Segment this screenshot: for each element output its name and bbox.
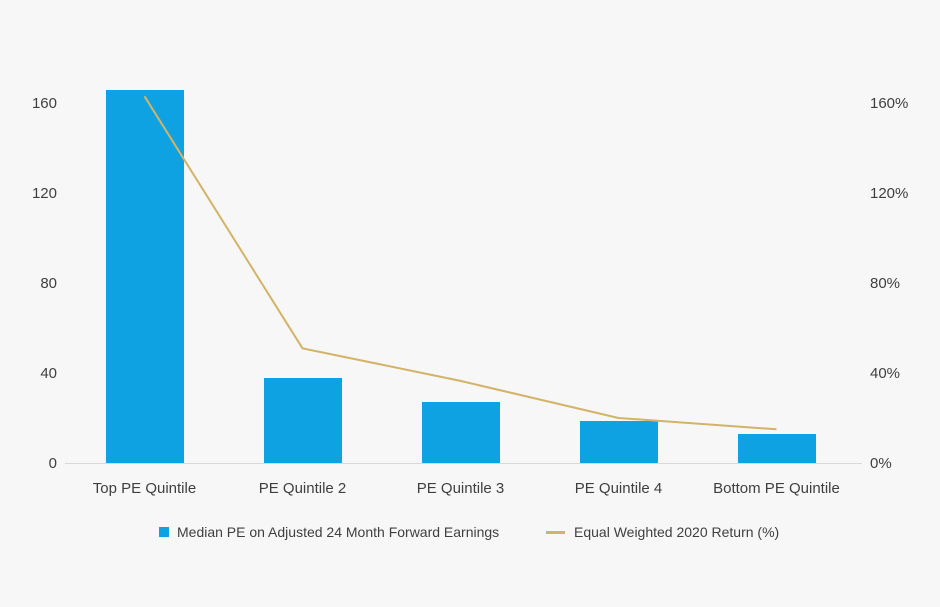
y-axis-left-tick-80: 80 — [40, 275, 57, 292]
x-axis-category-label: PE Quintile 4 — [574, 480, 663, 497]
y-axis-right-tick-0%: 0% — [870, 455, 892, 472]
legend-item-line: Equal Weighted 2020 Return (%) — [546, 524, 779, 540]
trend-line — [143, 95, 777, 431]
x-axis-category-label: Top PE Quintile — [92, 480, 197, 497]
legend-label-line: Equal Weighted 2020 Return (%) — [574, 524, 780, 540]
y-axis-left-tick-120: 120 — [31, 185, 57, 202]
x-axis-category-label: PE Quintile 2 — [258, 480, 347, 497]
y-axis-left-tick-0: 0 — [48, 455, 57, 472]
y-axis-right-tick-160%: 160% — [870, 95, 909, 112]
bar-series-swatch-icon — [159, 527, 169, 537]
line-series-swatch-icon — [546, 530, 565, 534]
y-axis-right-tick-40%: 40% — [870, 365, 901, 382]
legend-label-bar: Median PE on Adjusted 24 Month Forward E… — [177, 524, 500, 540]
y-axis-left-tick-160: 160 — [31, 95, 57, 112]
legend: Median PE on Adjusted 24 Month Forward E… — [0, 524, 940, 544]
bar-0 — [105, 89, 184, 463]
bar-4 — [737, 433, 816, 463]
legend-item-bar: Median PE on Adjusted 24 Month Forward E… — [159, 524, 499, 540]
x-axis-line — [65, 463, 862, 464]
y-axis-left-tick-40: 40 — [40, 365, 57, 382]
y-axis-right-tick-80%: 80% — [870, 275, 901, 292]
bar-3 — [579, 421, 658, 463]
x-axis-category-label: Bottom PE Quintile — [713, 480, 840, 497]
bar-2 — [421, 402, 500, 463]
y-axis-right-tick-120%: 120% — [870, 185, 909, 202]
x-axis-category-label: PE Quintile 3 — [416, 480, 505, 497]
bar-1 — [263, 377, 342, 463]
